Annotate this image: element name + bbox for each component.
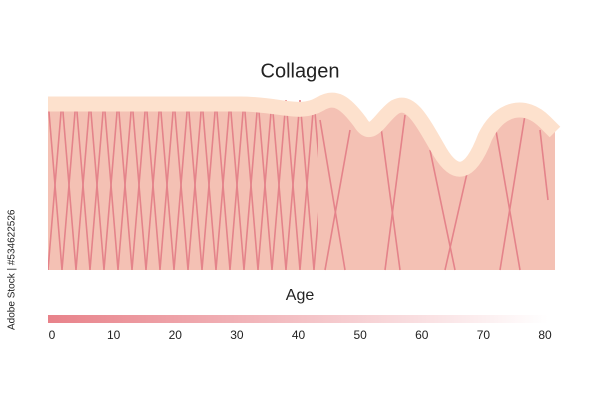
- age-tick-label: 60: [415, 328, 429, 342]
- age-tick-label: 80: [538, 328, 552, 342]
- age-bar: [48, 315, 548, 323]
- age-tick-label: 70: [477, 328, 491, 342]
- age-ticks: 0 10 20 30 40 50 60 70 80: [49, 328, 552, 342]
- age-tick-label: 10: [107, 328, 121, 342]
- age-tick-label: 0: [49, 328, 56, 342]
- watermark: Adobe Stock | #534622526: [7, 209, 18, 330]
- sparse-fibers: [319, 114, 549, 271]
- age-tick-label: 20: [169, 328, 183, 342]
- age-tick-label: 30: [230, 328, 244, 342]
- axis-label: Age: [286, 287, 315, 304]
- age-tick-label: 50: [353, 328, 367, 342]
- title: Collagen: [261, 60, 340, 82]
- epidermis: [48, 92, 561, 177]
- age-tick-label: 40: [292, 328, 306, 342]
- skin-illustration: [48, 92, 561, 271]
- collagen-fibers: [48, 100, 318, 270]
